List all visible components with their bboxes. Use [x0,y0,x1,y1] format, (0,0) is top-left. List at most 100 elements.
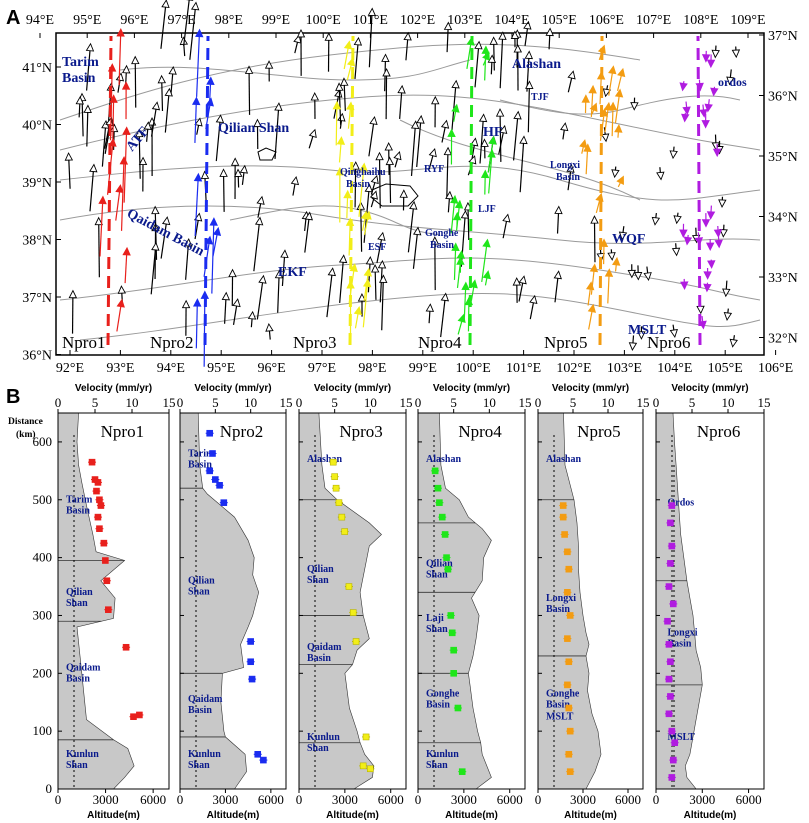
gps-vector-profile [121,81,131,90]
gps-vector-open-shaft [632,335,635,344]
gps-vector-open [265,322,274,332]
gps-vector-profile-shaft [616,75,622,92]
gps-vector-open-shaft [241,172,245,185]
gps-vector-profile [608,101,618,111]
gps-vector-open-shaft [562,129,565,140]
gps-vector-open [181,299,191,309]
region-label-part: Shan [188,587,210,598]
gps-vector-open [221,291,231,301]
gps-vector-open [669,150,678,160]
gps-vector-open-shaft [524,28,529,46]
gps-vector-open [630,102,639,111]
gps-vector-open [618,231,628,241]
gps-vector-open-shaft [250,318,253,328]
gps-vector-open-shaft [268,330,271,340]
gps-vector-open [308,128,317,139]
profile-title: Npro6 [697,422,740,441]
altitude-tick-label: 3000 [332,792,358,807]
velocity-point [667,693,674,700]
region-label-part: Shan [66,760,88,771]
gps-vector-open [64,152,74,161]
region-label: Alashan [426,454,461,465]
gps-vector-open-shaft [394,158,399,168]
lon-top-label: 108°E [683,13,718,28]
gps-vector-open-shaft [232,305,238,325]
gps-vector-profile [482,270,491,280]
velocity-point [669,756,677,764]
gps-vector-open [377,231,386,241]
velocity-point [136,711,143,719]
distance-label: Distance [8,417,43,427]
map-profile-label: Npro1 [62,333,105,352]
gps-vector-open [327,267,337,277]
profile-line-npro3 [348,35,355,346]
gps-vector-profile-shaft [697,232,700,239]
region-label-part: Qilian [307,564,334,575]
gps-vector-profile [195,28,204,38]
fault-line [59,165,761,201]
region-label-part: Basin [188,705,212,716]
velocity-tick-label: 15 [400,395,413,410]
lat-left-label: 39°N [22,176,52,191]
gps-vector-profile [589,263,599,273]
distance-tick-label: 300 [33,607,53,622]
altitude-axis-label: Altitude(m) [564,810,617,821]
velocity-point [441,531,449,538]
gps-vector-open-shaft [257,203,262,218]
velocity-point [362,733,370,741]
gps-vector-open-shaft [274,110,280,159]
region-label-part: Kunlun [188,749,221,760]
distance-unit: (km) [16,429,36,440]
gps-vector-open-shaft [729,69,732,78]
gps-vector-open-shaft [379,267,383,303]
gps-vector-profile-shaft [335,108,338,146]
lon-ticks-top: 94°E 95°E 96°E 97°E 98°E 99°E 100°E 101°E 102°E 1… [26,13,766,38]
gps-vector-open [397,84,406,94]
velocity-point [260,756,267,764]
region-label-part: Qaidam [188,694,223,705]
gps-vector-profile [209,217,218,226]
region-label-part: Shan [426,624,448,635]
gps-vector-profile [212,226,222,237]
gps-vector-profile-shaft [591,109,595,114]
gps-vector-open [566,163,575,173]
gps-vector-open [669,328,678,338]
velocity-tick-label: 0 [535,395,542,410]
region-label-part: Basin [546,699,570,710]
gps-vector-profile [681,113,690,123]
lon-top-label: 107°E [636,13,671,28]
region-label: Alashan [546,454,581,465]
gps-vector-profile [588,84,597,94]
velocity-point [345,583,353,590]
gps-vector-open [513,43,523,53]
gps-vector-profile-shaft [203,298,206,367]
gps-vector-profile [343,40,353,50]
velocity-point [448,629,456,637]
gps-vector-profile [614,88,624,98]
velocity-axis-label: Velocity (mm/yr) [433,383,510,394]
profile-title: Npro4 [458,422,502,441]
panel-frame [417,412,526,790]
gps-vector-open [369,115,378,125]
gps-vector-profile [450,194,459,204]
velocity-point [436,499,443,506]
gps-vector-open-shaft [154,213,158,260]
lon-bottom-label: 101°E [506,361,541,376]
gps-vector-open-shaft [446,154,449,198]
gps-vector-open-shaft [405,39,409,61]
velocity-point [247,658,254,666]
velocity-point [331,473,338,480]
velocity-tick-label: 15 [163,395,176,410]
gps-vector-open [560,122,569,132]
gps-vector-profile-shaft [115,191,121,221]
gps-vector-open [215,114,225,124]
gps-vector-open [256,195,265,205]
gps-vector-profile [466,36,475,46]
gps-vector-open [443,146,453,156]
gps-vector-profile [482,51,490,61]
gps-vector-open [529,294,538,304]
gps-vector-open [280,249,289,259]
region-label-part: Gonghe [546,688,580,699]
lon-top-label: 102°E [400,13,435,28]
gps-vector-profile [362,278,372,288]
